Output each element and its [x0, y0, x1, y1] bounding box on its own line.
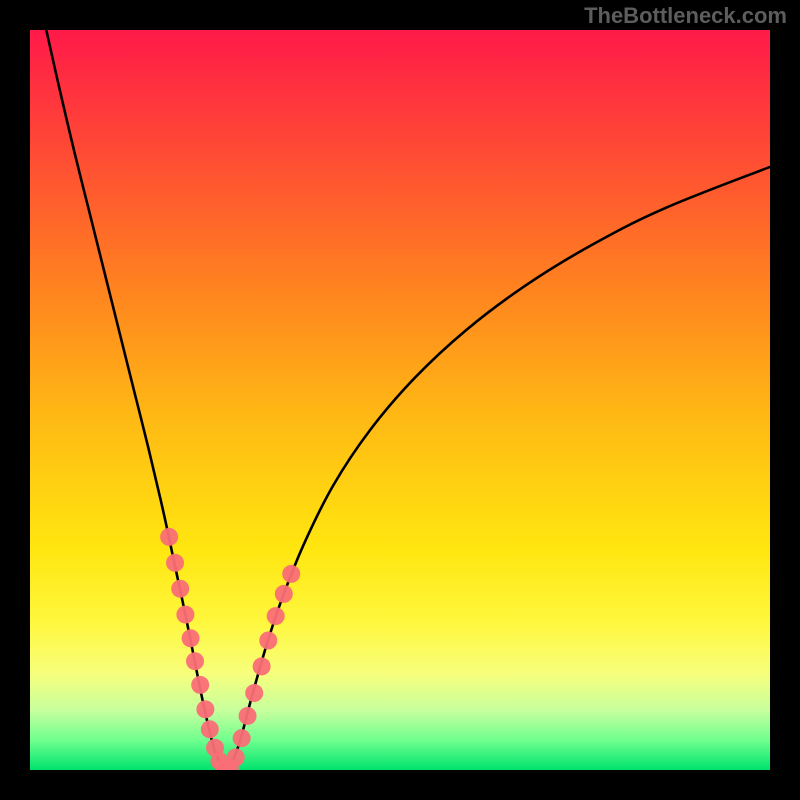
marker-point [196, 700, 214, 718]
marker-point [186, 652, 204, 670]
marker-point [201, 720, 219, 738]
chart-canvas: TheBottleneck.com [0, 0, 800, 800]
marker-point [282, 565, 300, 583]
marker-point [267, 607, 285, 625]
marker-point [182, 629, 200, 647]
marker-point [239, 707, 257, 725]
marker-point [275, 585, 293, 603]
marker-point [166, 554, 184, 572]
marker-point [191, 676, 209, 694]
marker-point [259, 632, 277, 650]
marker-point [233, 729, 251, 747]
plot-background [30, 30, 770, 770]
marker-point [171, 580, 189, 598]
marker-point [227, 748, 245, 766]
marker-point [176, 606, 194, 624]
marker-point [253, 657, 271, 675]
attribution-label: TheBottleneck.com [584, 3, 787, 29]
marker-point [160, 528, 178, 546]
plot-area [30, 30, 770, 770]
marker-point [245, 684, 263, 702]
plot-svg [30, 30, 770, 770]
